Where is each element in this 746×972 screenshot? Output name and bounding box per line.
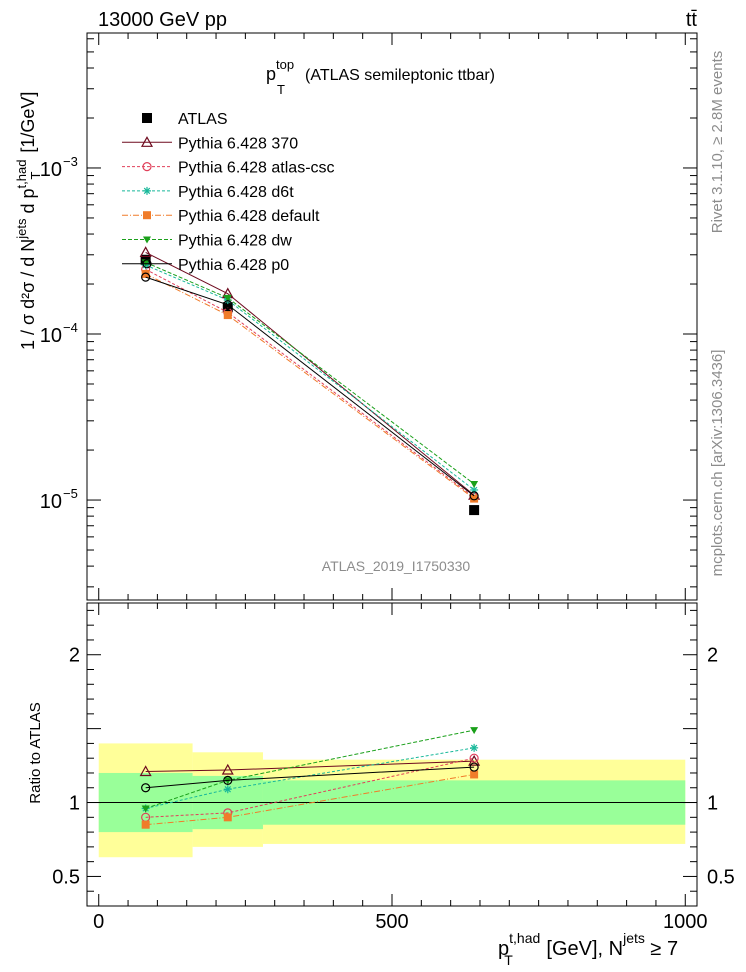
- rivet-label: Rivet 3.1.10, ≥ 2.8M events: [709, 51, 726, 234]
- series-line: [145, 268, 475, 498]
- data-point: [223, 294, 232, 302]
- ratio-y-axis-label: Ratio to ATLAS: [27, 702, 44, 803]
- ratio-y-tick-label-right: 2: [707, 645, 718, 667]
- ratio-y-tick-label: 0.5: [52, 866, 80, 888]
- header-right: tt̄: [686, 9, 698, 31]
- ratio-point: [468, 754, 481, 766]
- ratio-line: [145, 747, 475, 809]
- data-point: [470, 494, 479, 503]
- x-tick-label: 0: [93, 911, 104, 933]
- ratio-point: [139, 765, 152, 777]
- legend-marker: [140, 136, 154, 147]
- legend-label: ATLAS: [178, 111, 228, 128]
- data-point: [223, 300, 233, 310]
- legend-marker: [142, 162, 152, 172]
- ratio-point: [469, 762, 479, 772]
- data-point: [223, 311, 232, 320]
- data-point: [470, 480, 479, 488]
- y-axis-label: 1 / σ d²σ / d Njets d pt,hadT [1/GeV]: [14, 92, 43, 350]
- x-tick-label: 500: [375, 911, 408, 933]
- legend-label: Pythia 6.428 atlas-csc: [178, 160, 335, 177]
- ratio-point: [469, 753, 479, 763]
- ratio-plot: [86, 602, 698, 907]
- data-point: [139, 246, 152, 258]
- ratio-y-tick-label-right: 0.5: [707, 866, 735, 888]
- x-tick-label: 1000: [663, 911, 708, 933]
- mcplots-label: mcplots.cern.ch [arXiv:1306.3436]: [709, 350, 726, 577]
- ratio-point: [470, 743, 479, 752]
- chart-title: p top T (ATLAS semileptonic ttbar): [266, 57, 495, 97]
- data-point: [222, 302, 233, 313]
- ratio-y-tick-label: 1: [69, 793, 80, 815]
- x-axis-label: pt,had T [GeV], Njets ≥ 7: [498, 930, 678, 968]
- title-p: p: [266, 64, 276, 84]
- title-sub: T: [277, 82, 285, 97]
- legend-label: Pythia 6.428 d6t: [178, 184, 294, 201]
- ratio-point: [223, 775, 233, 785]
- legend-marker: [142, 113, 152, 123]
- legend-label: Pythia 6.428 default: [178, 208, 320, 225]
- legend-marker: [143, 236, 151, 244]
- legend-label: Pythia 6.428 p0: [178, 257, 289, 274]
- ratio-point: [141, 805, 150, 813]
- ratio-point: [470, 770, 479, 779]
- ratio-line: [145, 760, 475, 772]
- ratio-line: [145, 766, 475, 789]
- data-point: [469, 505, 480, 516]
- data-point: [469, 491, 479, 501]
- legend-label: Pythia 6.428 370: [178, 135, 298, 152]
- series-line: [145, 273, 475, 500]
- ratio-point: [223, 813, 232, 822]
- series-line: [145, 264, 475, 491]
- ratio-point: [141, 820, 150, 829]
- series-line: [145, 251, 475, 496]
- legend-marker: [143, 186, 151, 195]
- ratio-point: [223, 785, 232, 794]
- title-rest: (ATLAS semileptonic ttbar): [305, 67, 495, 84]
- y-tick-label: 10: [40, 325, 62, 347]
- y-tick-exponent: −3: [63, 154, 78, 169]
- series-line: [145, 276, 475, 497]
- y-tick-label: 10: [40, 159, 62, 181]
- title-sup: top: [276, 57, 294, 72]
- main-plot: ATLAS_2019_I1750330: [86, 32, 698, 601]
- legend: ATLAS Pythia 6.428 370 Pythia 6.428 atlas-…: [122, 111, 335, 274]
- data-point: [141, 269, 150, 278]
- y-tick-exponent: −4: [63, 320, 78, 335]
- y-tick-exponent: −5: [63, 486, 78, 501]
- ratio-point: [470, 727, 479, 735]
- data-point: [141, 272, 151, 282]
- header-left: 13000 GeV pp: [98, 9, 227, 31]
- ratio-point: [141, 783, 151, 793]
- legend-label: Pythia 6.428 dw: [178, 233, 292, 250]
- ratio-y-tick-label-right: 1: [707, 793, 718, 815]
- legend-marker: [143, 211, 151, 220]
- legend-marker: [142, 259, 152, 269]
- analysis-id: ATLAS_2019_I1750330: [322, 558, 471, 574]
- ratio-point: [221, 763, 234, 775]
- series-line: [145, 261, 475, 485]
- ratio-y-tick-label: 2: [69, 645, 80, 667]
- y-tick-label: 10: [40, 491, 62, 513]
- ratio-line: [145, 757, 475, 818]
